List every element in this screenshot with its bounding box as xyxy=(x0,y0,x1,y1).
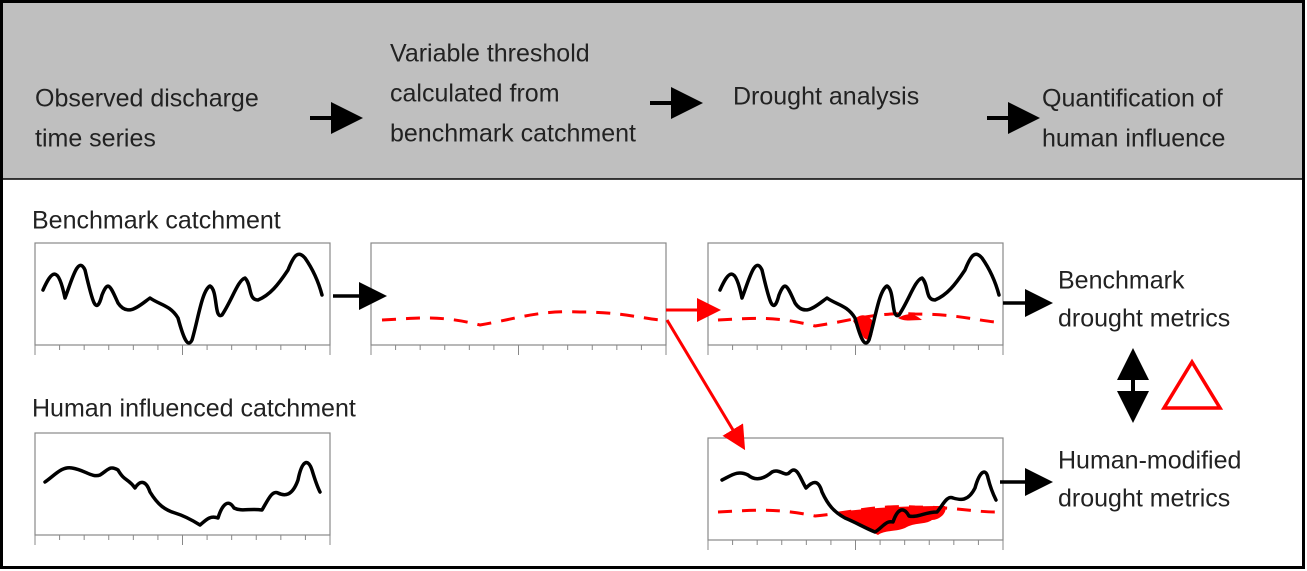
output-text: drought metrics xyxy=(1058,485,1230,513)
header-band xyxy=(3,3,1302,179)
threshold xyxy=(717,505,996,518)
step-text: time series xyxy=(35,125,156,153)
axis-ticks xyxy=(34,345,1004,550)
human-series xyxy=(43,460,322,527)
step-text: Observed discharge xyxy=(35,85,259,113)
header-steps: Observed discharge time series Variable … xyxy=(35,40,1225,153)
step-text: Variable threshold xyxy=(390,40,590,68)
step-text: benchmark catchment xyxy=(390,120,636,148)
threshold xyxy=(381,310,661,327)
output-text: Benchmark xyxy=(1058,267,1185,295)
human-series xyxy=(720,468,998,534)
panels xyxy=(34,242,1004,541)
row-label: Benchmark catchment xyxy=(32,207,281,235)
flow-arrows xyxy=(333,282,1149,496)
output-text: drought metrics xyxy=(1058,305,1230,333)
output-text: Human-modified xyxy=(1058,447,1241,475)
step-text: Drought analysis xyxy=(733,83,919,111)
step-text: calculated from xyxy=(390,80,560,108)
header-arrows xyxy=(310,87,1040,134)
benchmark-series xyxy=(718,252,1001,345)
step-text: Quantification of xyxy=(1042,85,1223,113)
step-text: human influence xyxy=(1042,125,1225,153)
delta-symbol xyxy=(1160,358,1224,410)
threshold xyxy=(717,312,996,328)
row-label: Human influenced catchment xyxy=(32,395,356,423)
benchmark-series xyxy=(41,252,324,345)
